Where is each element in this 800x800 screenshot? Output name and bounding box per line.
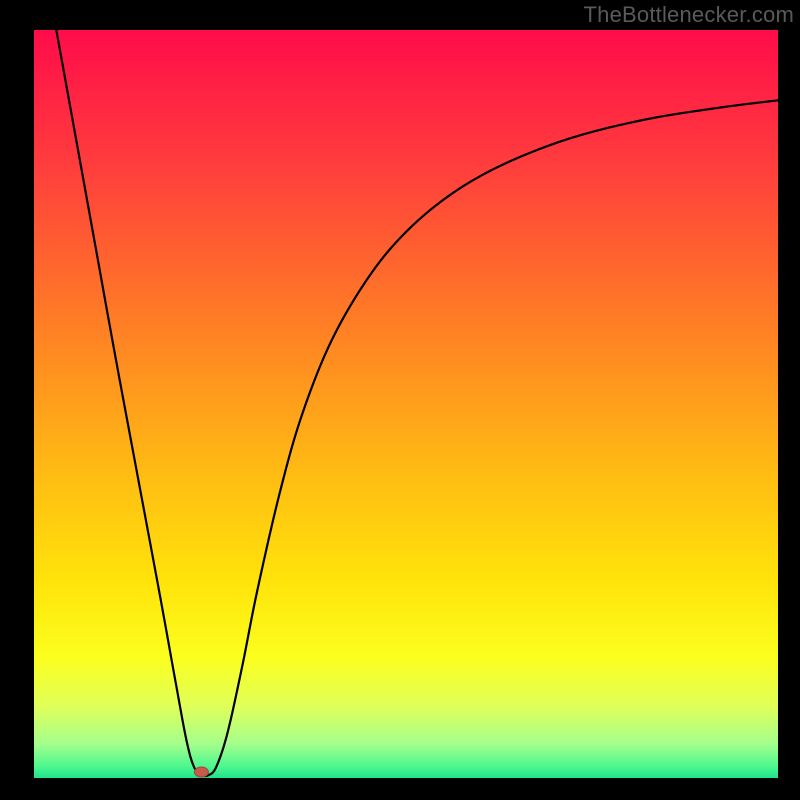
bottleneck-curve	[56, 30, 778, 776]
curve-svg	[0, 0, 800, 800]
optimal-point-marker	[194, 767, 208, 777]
figure: TheBottlenecker.com	[0, 0, 800, 800]
watermark-text: TheBottlenecker.com	[584, 2, 794, 28]
